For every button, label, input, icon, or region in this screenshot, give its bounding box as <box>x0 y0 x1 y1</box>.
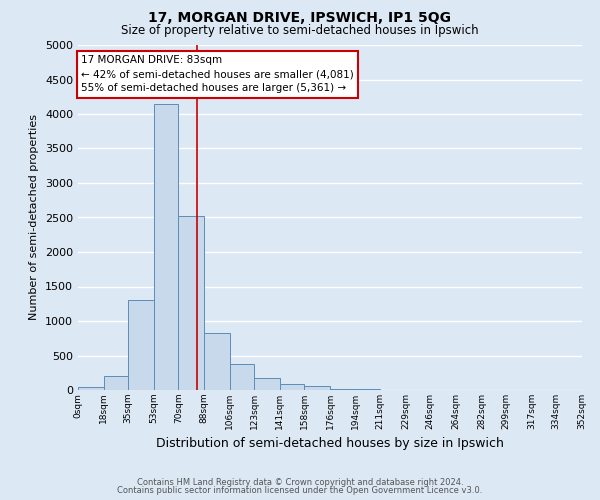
Text: Size of property relative to semi-detached houses in Ipswich: Size of property relative to semi-detach… <box>121 24 479 37</box>
Y-axis label: Number of semi-detached properties: Number of semi-detached properties <box>29 114 40 320</box>
Bar <box>154 104 178 390</box>
Bar <box>204 334 230 390</box>
Bar <box>280 384 304 390</box>
Bar <box>128 300 154 390</box>
Bar <box>104 376 128 390</box>
Bar <box>254 378 280 390</box>
Text: Contains HM Land Registry data © Crown copyright and database right 2024.: Contains HM Land Registry data © Crown c… <box>137 478 463 487</box>
Bar <box>230 364 254 390</box>
Text: 17, MORGAN DRIVE, IPSWICH, IP1 5QG: 17, MORGAN DRIVE, IPSWICH, IP1 5QG <box>149 11 452 25</box>
X-axis label: Distribution of semi-detached houses by size in Ipswich: Distribution of semi-detached houses by … <box>156 438 504 450</box>
Text: Contains public sector information licensed under the Open Government Licence v3: Contains public sector information licen… <box>118 486 482 495</box>
Bar <box>330 388 356 390</box>
Text: 17 MORGAN DRIVE: 83sqm
← 42% of semi-detached houses are smaller (4,081)
55% of : 17 MORGAN DRIVE: 83sqm ← 42% of semi-det… <box>81 56 353 94</box>
Bar <box>178 216 204 390</box>
Bar <box>304 386 330 390</box>
Bar <box>78 387 104 390</box>
